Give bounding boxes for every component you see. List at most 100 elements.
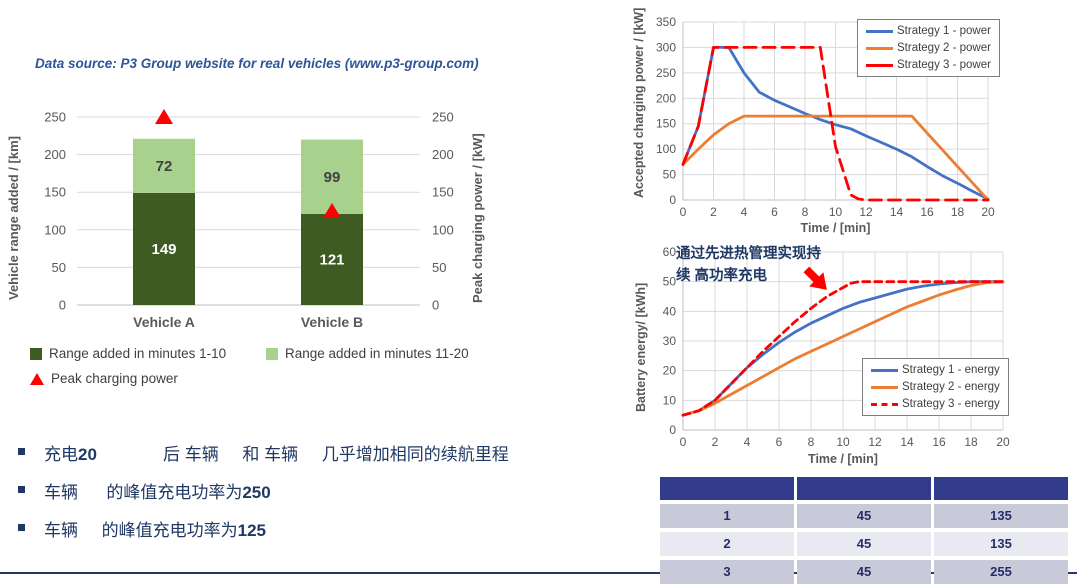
- tick-label: 4: [744, 435, 751, 449]
- table-cell: 1: [660, 504, 794, 528]
- tick-label: 18: [964, 435, 978, 449]
- separator-line: [0, 572, 1077, 574]
- series-line-3: [681, 46, 990, 202]
- table-cell: 255: [934, 560, 1068, 584]
- bullet-text: 车辆 的峰值充电功率为: [44, 521, 238, 540]
- tick-label: 2: [712, 435, 719, 449]
- red-arrow-icon: [803, 266, 827, 290]
- bullet-peak-power-250: 车辆 的峰值充电功率为250: [12, 478, 271, 503]
- tick-label: 6: [771, 205, 778, 219]
- red-triangle-icon: [30, 372, 44, 385]
- legend-item: Strategy 3 - power: [866, 59, 991, 71]
- tick-label: 10: [663, 393, 677, 407]
- energy-chart-x-axis-title: Time / [min]: [808, 452, 878, 466]
- tick-label: 150: [44, 185, 66, 200]
- legend-label: Strategy 3 - power: [897, 59, 991, 71]
- tick-label: 30: [663, 334, 677, 348]
- orange-line-icon: [866, 46, 893, 50]
- tick-label: 16: [932, 435, 946, 449]
- legend-label: Strategy 2 - energy: [902, 381, 1000, 393]
- bar-value-label: 121: [319, 252, 344, 269]
- legend-item: Strategy 3 - energy: [871, 398, 1000, 410]
- power-chart: 0 50 100 150 200 250 300 350 0 2 4 6 8 10 12 14 16 18 20 A…: [620, 0, 1077, 240]
- tick-label: 20: [996, 435, 1010, 449]
- tick-label: 0: [669, 193, 676, 207]
- energy-chart-y-axis-title: Battery energy/ [kWh]: [634, 282, 648, 412]
- peak-power-triangle: [323, 203, 341, 218]
- blue-line-icon: [866, 29, 893, 33]
- peak-power-triangle: [155, 109, 173, 124]
- table-cell: 135: [934, 532, 1068, 556]
- tick-label: 100: [656, 142, 676, 156]
- power-chart-legend: Strategy 1 - power Strategy 2 - power St…: [857, 19, 1000, 77]
- tick-label: 200: [432, 147, 454, 162]
- bar-value-label: 72: [156, 158, 173, 175]
- power-chart-plot: 0 50 100 150 200 250 300 350 0 2 4 6 8 10 12 14 16 18 20: [656, 15, 995, 219]
- power-chart-y-axis-title: Accepted charging power / [kW]: [632, 7, 646, 198]
- thermal-management-annotation: 通过先进热管理实现持 续 高功率充电: [676, 246, 821, 284]
- square-bullet-icon: [18, 448, 25, 455]
- tick-label: 0: [59, 298, 66, 313]
- tick-label: 50: [663, 275, 677, 289]
- bullet-text: 车辆 的峰值充电功率为: [44, 483, 243, 502]
- tick-label: 16: [920, 205, 934, 219]
- tick-label: 150: [656, 117, 676, 131]
- power-chart-x-axis-title: Time / [min]: [800, 221, 871, 235]
- tick-label: 0: [669, 423, 676, 437]
- table-cell: 135: [934, 504, 1068, 528]
- tick-label: 200: [44, 147, 66, 162]
- legend-label: Strategy 1 - power: [897, 25, 991, 37]
- tick-label: 14: [900, 435, 914, 449]
- legend-item: Strategy 2 - energy: [871, 381, 1000, 393]
- legend-item-range-11-20: Range added in minutes 11-20: [266, 346, 469, 361]
- table-header-cell: [934, 477, 1068, 500]
- bullet-text: 后 车辆 和 车辆 几乎增加相同的续航里程: [96, 445, 509, 464]
- tick-label: 350: [656, 15, 676, 29]
- red-dashed-line-icon: [871, 402, 898, 406]
- tick-label: 200: [656, 91, 676, 105]
- legend-label: Range added in minutes 11-20: [285, 346, 469, 361]
- series-line-2: [681, 114, 990, 202]
- tick-label: 50: [52, 260, 66, 275]
- tick-label: 0: [680, 205, 687, 219]
- datasource-note: Data source: P3 Group website for real v…: [35, 56, 479, 71]
- table-cell: 2: [660, 532, 794, 556]
- tick-label: 250: [432, 110, 454, 125]
- square-bullet-icon: [18, 486, 25, 493]
- orange-line-icon: [871, 385, 898, 389]
- bar-value-label: 99: [324, 169, 341, 186]
- tick-label: 8: [802, 205, 809, 219]
- tick-label: 18: [951, 205, 965, 219]
- table-cell: 3: [660, 560, 794, 584]
- tick-label: 12: [859, 205, 873, 219]
- tick-label: 6: [776, 435, 783, 449]
- legend-item: Strategy 1 - energy: [871, 364, 1000, 376]
- legend-item-peak-power: Peak charging power: [30, 371, 178, 386]
- tick-label: 8: [808, 435, 815, 449]
- bar-segment-light: [301, 139, 363, 215]
- series-line-3: [681, 280, 1005, 417]
- bar-chart-right-axis-title: Peak charging power / [kW]: [470, 133, 485, 303]
- bullet-number: 250: [242, 483, 271, 502]
- legend-item: Strategy 1 - power: [866, 25, 991, 37]
- bullet-charging-range: 充电20 后 车辆 和 车辆 几乎增加相同的续航里程: [12, 440, 509, 465]
- tick-label: 2: [710, 205, 717, 219]
- legend-label: Strategy 2 - power: [897, 42, 991, 54]
- tick-label: 100: [44, 222, 66, 237]
- table-header-cell: [660, 477, 794, 500]
- blue-line-icon: [871, 368, 898, 372]
- bar-segment-dark: [301, 214, 363, 305]
- legend-item: Strategy 2 - power: [866, 42, 991, 54]
- tick-label: 250: [656, 66, 676, 80]
- legend-label: Range added in minutes 1-10: [49, 346, 227, 361]
- bar-segment-light: [133, 138, 195, 193]
- tick-label: 100: [432, 222, 454, 237]
- energy-chart: 0 10 20 30 40 50 60 0 2 4 6 8 10 12 14 16 18 20 Battery e…: [620, 240, 1077, 478]
- square-bullet-icon: [18, 524, 25, 531]
- range-bar-chart: 0 0 50 50 100 100 150 150 200 200 250 250 72 149 Vehic…: [44, 109, 454, 330]
- bullet-peak-power-125: 车辆 的峰值充电功率为125: [12, 516, 266, 541]
- tick-label: 40: [663, 304, 677, 318]
- strategy-table: 1 45 135 2 45 135 3 45 255: [660, 477, 1068, 584]
- tick-label: 250: [44, 110, 66, 125]
- tick-label: 300: [656, 40, 676, 54]
